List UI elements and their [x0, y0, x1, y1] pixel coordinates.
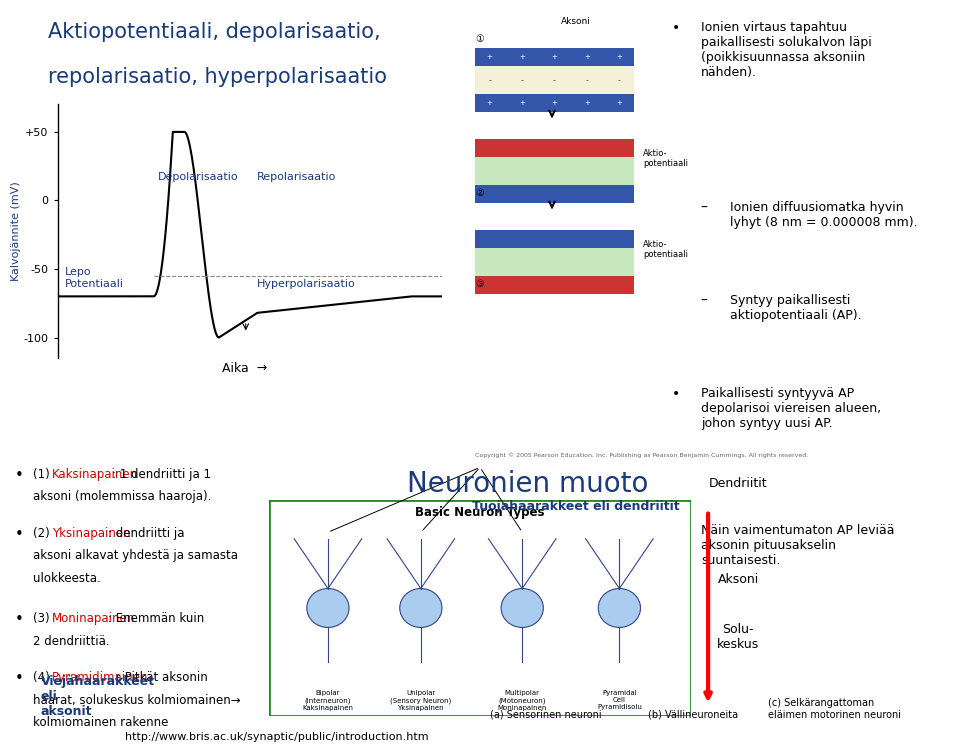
Text: ③: ③ — [475, 279, 484, 289]
Text: Pyramidal
Cell
Pyramidisolu: Pyramidal Cell Pyramidisolu — [597, 690, 642, 710]
Text: (c) Selkärangattoman
eläimen motorinen neuroni: (c) Selkärangattoman eläimen motorinen n… — [768, 698, 901, 720]
Text: (b) Vällineuroneita: (b) Vällineuroneita — [648, 710, 738, 720]
Text: +: + — [519, 100, 525, 106]
Text: Depolarisaatio: Depolarisaatio — [157, 172, 238, 182]
Text: aksoni alkavat yhdestä ja samasta: aksoni alkavat yhdestä ja samasta — [33, 549, 238, 562]
Text: repolarisaatio, hyperpolarisaatio: repolarisaatio, hyperpolarisaatio — [48, 67, 387, 87]
Bar — [475, 157, 634, 185]
Text: +: + — [487, 100, 492, 106]
Text: (3): (3) — [33, 612, 54, 625]
Text: +: + — [519, 54, 525, 60]
Text: •: • — [672, 387, 681, 401]
Text: 2 dendriittiä.: 2 dendriittiä. — [33, 635, 109, 648]
Text: aksoni (molemmissa haaroja).: aksoni (molemmissa haaroja). — [33, 490, 211, 504]
Text: -: - — [586, 76, 588, 85]
Text: Copyright © 2005 Pearson Education, Inc. Publishing as Pearson Benjamin Cummings: Copyright © 2005 Pearson Education, Inc.… — [475, 452, 808, 458]
Text: •: • — [14, 671, 24, 686]
Text: •: • — [672, 524, 681, 538]
Text: : 1 dendriitti ja 1: : 1 dendriitti ja 1 — [112, 468, 211, 481]
Text: Hyperpolarisaatio: Hyperpolarisaatio — [257, 279, 356, 289]
Y-axis label: Kalvojännite (mV): Kalvojännite (mV) — [11, 181, 21, 281]
Text: Solu-
keskus: Solu- keskus — [717, 623, 759, 651]
Text: •: • — [14, 468, 24, 483]
Text: Unipolar
(Sensory Neuron)
Yksinapainen: Unipolar (Sensory Neuron) Yksinapainen — [390, 690, 451, 711]
Text: ①: ① — [475, 34, 484, 44]
Ellipse shape — [598, 589, 640, 627]
Text: Lepo
Potentiaali: Lepo Potentiaali — [65, 267, 124, 289]
Text: -: - — [553, 76, 556, 85]
Text: Näin vaimentumaton AP leviää
aksonin pituusakselin
suuntaisesti.: Näin vaimentumaton AP leviää aksonin pit… — [701, 524, 895, 567]
Text: Aksoni: Aksoni — [718, 574, 758, 586]
Text: +: + — [616, 100, 622, 106]
Text: Aktio-
potentiaali: Aktio- potentiaali — [643, 240, 688, 260]
Text: Tuojahaarakkeet eli dendriitit: Tuojahaarakkeet eli dendriitit — [472, 500, 680, 513]
Bar — [475, 231, 634, 248]
Text: ulokkeesta.: ulokkeesta. — [33, 571, 101, 585]
Text: Yksinapainen: Yksinapainen — [52, 527, 131, 540]
Text: Dendriitit: Dendriitit — [708, 477, 768, 490]
Text: ②: ② — [475, 188, 484, 198]
Text: Aktio-
potentiaali: Aktio- potentiaali — [643, 149, 688, 169]
Text: Aktiopotentiaali, depolarisaatio,: Aktiopotentiaali, depolarisaatio, — [48, 22, 380, 43]
Text: Kaksinapainen: Kaksinapainen — [52, 468, 137, 481]
Text: Neuronien muoto: Neuronien muoto — [407, 470, 649, 498]
Bar — [475, 66, 634, 94]
Bar — [475, 140, 634, 157]
Text: Aika  →: Aika → — [222, 362, 268, 374]
Text: -: - — [488, 76, 492, 85]
Text: –: – — [701, 294, 708, 308]
Ellipse shape — [399, 589, 442, 627]
Bar — [475, 48, 634, 66]
Text: Paikallisesti syntyyvä AP
depolarisoi viereisen alueen,
johon syntyy uusi AP.: Paikallisesti syntyyvä AP depolarisoi vi… — [701, 387, 881, 430]
Ellipse shape — [501, 589, 543, 627]
Text: (2): (2) — [33, 527, 54, 540]
Text: Pyramidimainen: Pyramidimainen — [52, 671, 148, 684]
Text: Syntyy paikallisesti
aktiopotentiaali (AP).: Syntyy paikallisesti aktiopotentiaali (A… — [730, 294, 861, 322]
Text: –: – — [701, 201, 708, 215]
Text: +: + — [584, 100, 589, 106]
Text: Ionien diffuusiomatka hyvin
lyhyt (8 nm = 0.000008 mm).: Ionien diffuusiomatka hyvin lyhyt (8 nm … — [730, 201, 917, 229]
Text: Repolarisaatio: Repolarisaatio — [257, 172, 337, 182]
Ellipse shape — [307, 589, 349, 627]
Text: (1): (1) — [33, 468, 54, 481]
Text: Aksoni: Aksoni — [561, 16, 591, 25]
Text: (a) Sensorinen neuroni: (a) Sensorinen neuroni — [490, 710, 601, 720]
Text: Bipolar
(Interneuron)
Kaksinapainen: Bipolar (Interneuron) Kaksinapainen — [302, 690, 353, 711]
Text: http://www.bris.ac.uk/synaptic/public/introduction.htm: http://www.bris.ac.uk/synaptic/public/in… — [125, 733, 428, 742]
Text: •: • — [14, 527, 24, 542]
Text: Viejähaarakkeet
eli
aksonit: Viejähaarakkeet eli aksonit — [40, 675, 155, 718]
Bar — [475, 185, 634, 203]
Text: kolmiomainen rakenne: kolmiomainen rakenne — [33, 716, 168, 729]
Text: +: + — [487, 54, 492, 60]
Text: (4): (4) — [33, 671, 54, 684]
Bar — [475, 94, 634, 112]
Bar — [475, 276, 634, 294]
Text: •: • — [14, 612, 24, 627]
Text: -: - — [617, 76, 621, 85]
Text: +: + — [551, 54, 558, 60]
Text: haarat, solukeskus kolmiomainen→: haarat, solukeskus kolmiomainen→ — [33, 694, 241, 706]
Text: Ionien virtaus tapahtuu
paikallisesti solukalvon läpi
(poikkisuunnassa aksoniin
: Ionien virtaus tapahtuu paikallisesti so… — [701, 21, 872, 79]
Text: Moninapainen: Moninapainen — [52, 612, 134, 625]
Text: : dendriitti ja: : dendriitti ja — [108, 527, 184, 540]
Text: : Enemmän kuin: : Enemmän kuin — [108, 612, 204, 625]
Text: : Pitkät aksonin: : Pitkät aksonin — [117, 671, 207, 684]
Text: +: + — [616, 54, 622, 60]
Text: -: - — [520, 76, 523, 85]
Text: Multipolar
(Motoneuron)
Moninapainen: Multipolar (Motoneuron) Moninapainen — [497, 690, 547, 711]
Text: +: + — [551, 100, 558, 106]
Bar — [475, 248, 634, 276]
Text: +: + — [584, 54, 589, 60]
Text: •: • — [672, 21, 681, 35]
Text: Basic Neuron Types: Basic Neuron Types — [416, 507, 544, 519]
